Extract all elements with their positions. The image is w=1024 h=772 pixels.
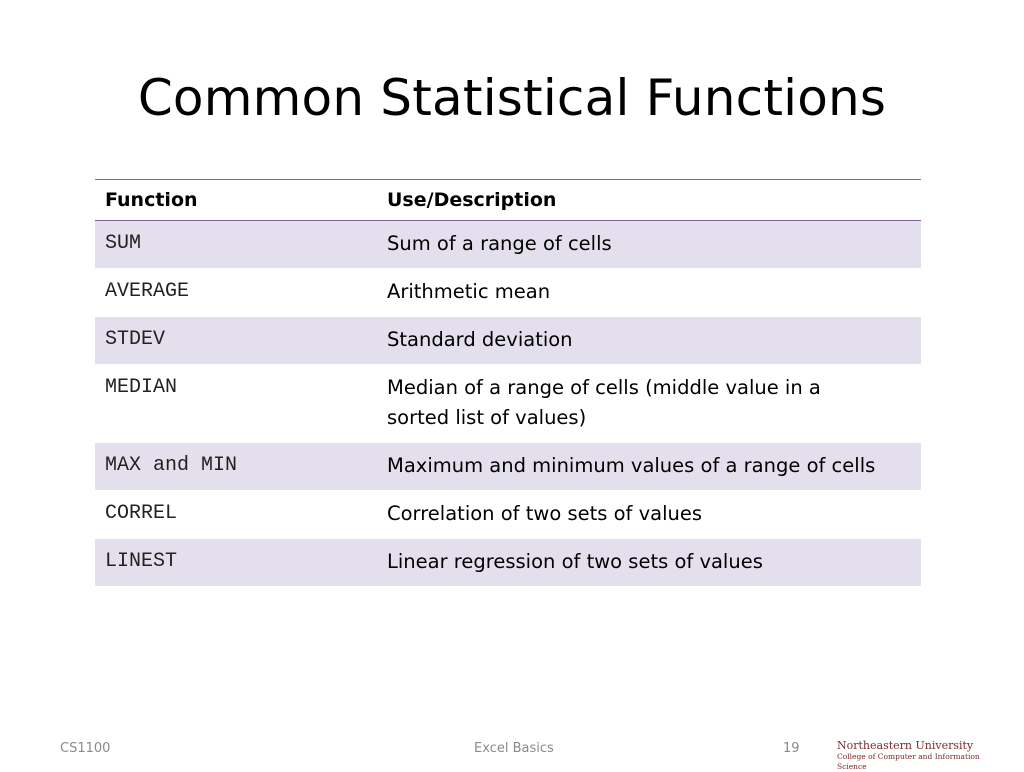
- university-logo: Northeastern University College of Compu…: [837, 739, 1007, 772]
- function-name: SUM: [95, 220, 377, 269]
- function-description: Arithmetic mean: [377, 268, 921, 317]
- function-name: MAX and MIN: [95, 442, 377, 491]
- page-title: Common Statistical Functions: [137, 69, 887, 127]
- function-name: STDEV: [95, 316, 377, 365]
- table-row: LINEST Linear regression of two sets of …: [95, 538, 921, 587]
- footer-course: CS1100: [60, 741, 111, 756]
- slide-number: 19: [783, 741, 800, 756]
- table-row: MAX and MIN Maximum and minimum values o…: [95, 442, 921, 491]
- function-name: CORREL: [95, 490, 377, 539]
- table-header-row: Function Use/Description: [95, 179, 921, 221]
- function-description: Maximum and minimum values of a range of…: [377, 442, 921, 491]
- header-description: Use/Description: [377, 179, 921, 221]
- function-description: Sum of a range of cells: [377, 220, 921, 269]
- table-row: AVERAGE Arithmetic mean: [95, 268, 921, 317]
- function-description: Linear regression of two sets of values: [377, 538, 921, 587]
- function-name: LINEST: [95, 538, 377, 587]
- functions-table: Function Use/Description SUM Sum of a ra…: [95, 179, 921, 587]
- function-description: Standard deviation: [377, 316, 921, 365]
- logo-college-name: College of Computer and Information Scie…: [837, 752, 980, 771]
- function-description: Median of a range of cells (middle value…: [377, 364, 921, 443]
- table-row: SUM Sum of a range of cells: [95, 220, 921, 269]
- table-row: CORREL Correlation of two sets of values: [95, 490, 921, 539]
- function-name: MEDIAN: [95, 364, 377, 443]
- footer-topic: Excel Basics: [474, 741, 554, 756]
- logo-university-name: Northeastern University: [837, 739, 974, 752]
- table-row: MEDIAN Median of a range of cells (middl…: [95, 364, 921, 443]
- function-name: AVERAGE: [95, 268, 377, 317]
- header-function: Function: [95, 179, 377, 221]
- function-description: Correlation of two sets of values: [377, 490, 921, 539]
- table-row: STDEV Standard deviation: [95, 316, 921, 365]
